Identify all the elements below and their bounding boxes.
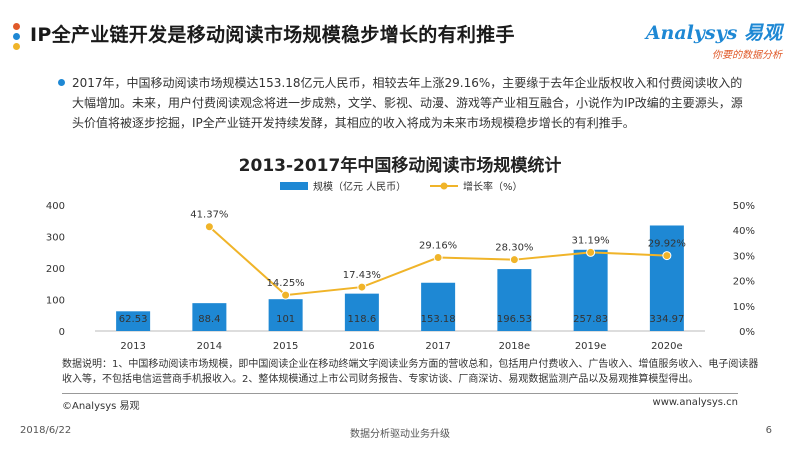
logo-tagline: 你要的数据分析 — [712, 50, 782, 61]
bar — [573, 249, 608, 331]
bar — [421, 282, 456, 331]
source-website: www.analysys.cn — [652, 397, 738, 408]
x-tick-label: 2019e — [575, 341, 607, 352]
bar-value-label: 196.53 — [497, 314, 532, 325]
growth-rate-label: 31.19% — [572, 235, 610, 246]
x-tick-label: 2018e — [499, 341, 531, 352]
footer-slogan: 数据分析驱动业务升级 — [350, 429, 450, 440]
growth-rate-point — [204, 222, 214, 232]
bar-value-label: 257.83 — [573, 314, 608, 325]
bar — [268, 299, 303, 331]
growth-rate-point — [357, 282, 367, 292]
x-tick-label: 2020e — [651, 341, 683, 352]
legend-bar-swatch — [280, 182, 308, 190]
legend-line-marker — [440, 182, 448, 190]
bar-value-label: 88.4 — [198, 314, 220, 325]
y-left-tick-label: 0 — [59, 327, 65, 338]
x-tick-label: 2014 — [197, 341, 222, 352]
bar-value-label: 62.53 — [119, 314, 148, 325]
bar — [192, 303, 227, 331]
y-left-tick-label: 400 — [46, 201, 65, 212]
legend-bar-label: 规模（亿元 人民币） — [313, 180, 406, 193]
bar — [344, 293, 379, 331]
bar-value-label: 118.6 — [348, 314, 377, 325]
logo-brand: Analysys 易观 — [645, 22, 782, 44]
y-left-tick-label: 200 — [46, 264, 65, 275]
bullet-dot — [58, 79, 65, 86]
y-right-tick-label: 10% — [733, 302, 755, 313]
growth-rate-label: 28.30% — [495, 243, 533, 254]
y-left-tick-label: 100 — [46, 296, 65, 307]
bar-value-label: 101 — [276, 314, 295, 325]
growth-rate-label: 17.43% — [343, 270, 381, 281]
growth-rate-label: 14.25% — [267, 278, 305, 289]
y-right-tick-label: 30% — [733, 251, 755, 262]
bar — [497, 269, 532, 331]
x-tick-label: 2015 — [273, 341, 298, 352]
summary-paragraph: 2017年，中国移动阅读市场规模达153.18亿元人民币，相较去年上涨29.16… — [72, 76, 743, 130]
chart-title: 2013-2017年中国移动阅读市场规模统计 — [238, 156, 562, 176]
bar — [116, 311, 151, 331]
legend-line-label: 增长率（%） — [463, 180, 523, 193]
page-number: 6 — [765, 425, 772, 436]
growth-rate-label: 29.16% — [419, 241, 457, 252]
data-note: 数据说明：1、中国移动阅读市场规模，即中国阅读企业在移动终端文字阅读业务方面的营… — [62, 359, 759, 385]
x-tick-label: 2013 — [120, 341, 145, 352]
growth-rate-label: 41.37% — [190, 210, 228, 221]
growth-rate-point — [509, 255, 519, 265]
y-right-tick-label: 40% — [733, 226, 755, 237]
y-right-tick-label: 20% — [733, 277, 755, 288]
bar-value-label: 334.97 — [649, 314, 684, 325]
growth-rate-label: 29.92% — [648, 239, 686, 250]
title-decoration — [10, 23, 24, 53]
growth-rate-point — [586, 247, 596, 257]
analysys-logo: Analysys 易观 你要的数据分析 — [646, 18, 782, 61]
page-title: IP全产业链开发是移动阅读市场规模稳步增长的有利推手 — [30, 24, 515, 46]
growth-rate-point — [281, 290, 291, 300]
x-tick-label: 2016 — [349, 341, 374, 352]
footer-date: 2018/6/22 — [20, 425, 72, 436]
y-left-tick-label: 300 — [46, 233, 65, 244]
divider — [62, 393, 738, 394]
bar — [649, 225, 684, 331]
growth-rate-point — [433, 253, 443, 263]
growth-rate-point — [662, 251, 672, 261]
bar-value-label: 153.18 — [421, 314, 456, 325]
source-copyright: ©Analysys 易观 — [62, 401, 140, 412]
x-tick-label: 2017 — [425, 341, 450, 352]
y-right-tick-label: 0% — [739, 327, 755, 338]
y-right-tick-label: 50% — [733, 201, 755, 212]
